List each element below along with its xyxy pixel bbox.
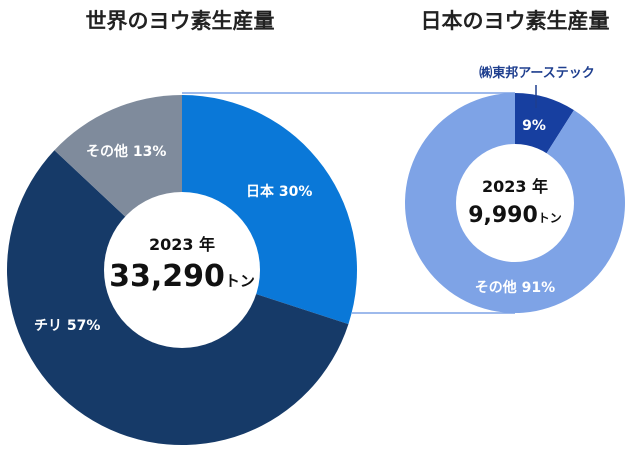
japan-center-value: 9,990 [468,203,538,228]
japan-center-total: 9,990トン [468,203,562,228]
world-slice-label-japan: 日本 30% [246,183,312,200]
world-center-unit: トン [225,272,255,290]
world-center-year: 2023 年 [149,235,215,254]
world-center-value: 33,290 [109,259,225,294]
japan-center-year: 2023 年 [482,177,548,196]
world-chart-title: 世界のヨウ素生産量 [86,9,275,33]
japan-callout-company: ㈱東邦アーステック [479,65,595,81]
japan-chart-title: 日本のヨウ素生産量 [421,9,610,33]
japan-slice-label-company: 9% [522,118,546,134]
world-slice-label-chile: チリ 57% [34,318,100,334]
japan-donut-hole [456,144,574,262]
world-slice-label-other: その他 13% [86,143,166,160]
japan-slice-label-other: その他 91% [475,279,555,296]
world-donut-hole [104,192,260,348]
world-center-total: 33,290トン [109,259,255,294]
japan-center-unit: トン [538,211,562,225]
